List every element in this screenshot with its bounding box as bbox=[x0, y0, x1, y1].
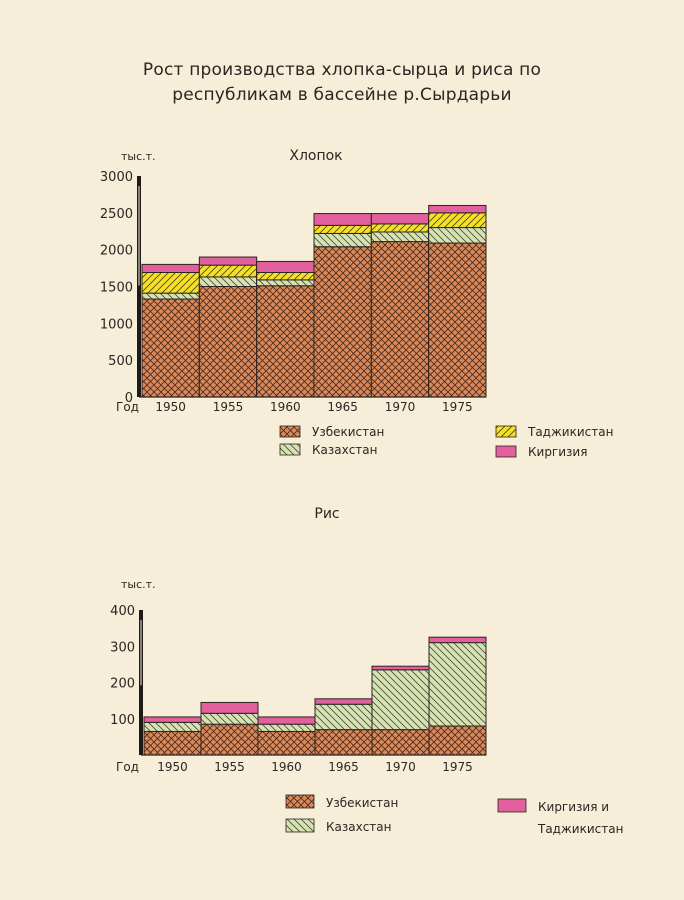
bar-segment-uzbekistan-1970 bbox=[371, 729, 430, 756]
legend-swatch-kazakhstan bbox=[279, 443, 301, 456]
bar-segment-kirgizia_tajikistan-1965 bbox=[314, 698, 373, 705]
y-axis-highlight bbox=[138, 186, 140, 286]
y-axis-unit-label: тыс.т. bbox=[121, 150, 156, 163]
bar-segment-kirgizia-1965 bbox=[313, 213, 372, 226]
bar-segment-kazakhstan-1960 bbox=[256, 279, 315, 287]
x-axis-label: Год bbox=[116, 760, 139, 774]
rice-chart: Рис тыс.т. 100 200 300 400 1950 1955 1960 1965 197… bbox=[110, 506, 623, 836]
bar-segment-kirgizia-1955 bbox=[198, 256, 258, 266]
bar-segment-kirgizia_tajikistan-1975 bbox=[428, 636, 487, 644]
y-tick-label: 1000 bbox=[100, 317, 133, 332]
cotton-chart: Хлопок тыс.т. 0 500 1000 1500 2000 2500 3000 1950… bbox=[100, 148, 614, 459]
bar-segment-kirgizia_tajikistan-1955 bbox=[200, 701, 259, 714]
bar-segment-tajikistan-1955 bbox=[198, 264, 258, 278]
bar-segment-kazakhstan-1955 bbox=[200, 712, 259, 725]
bar-segment-kirgizia_tajikistan-1960 bbox=[257, 716, 316, 725]
legend-swatch-tajikistan bbox=[495, 425, 517, 438]
y-axis-unit-label: тыс.т. bbox=[121, 578, 156, 591]
legend-label-kazakhstan: Казахстан bbox=[312, 443, 378, 457]
legend-swatch-kazakhstan bbox=[285, 818, 315, 833]
bar-segment-uzbekistan-1950 bbox=[141, 298, 200, 398]
y-tick-label: 400 bbox=[110, 604, 135, 619]
x-tick-label: 1975 bbox=[442, 760, 473, 774]
page-title: Рост производства хлопка-сырца и риса по… bbox=[0, 58, 684, 108]
x-tick-label: 1960 bbox=[271, 760, 302, 774]
chart-subtitle: Рис bbox=[314, 506, 339, 522]
bar-segment-uzbekistan-1975 bbox=[428, 242, 487, 398]
x-axis-label: Год bbox=[116, 400, 139, 414]
y-tick-label: 3000 bbox=[100, 170, 133, 185]
bar-segment-uzbekistan-1970 bbox=[370, 241, 430, 398]
bar-segment-kirgizia-1970 bbox=[370, 213, 430, 225]
bar-segment-kazakhstan-1975 bbox=[428, 642, 487, 727]
y-tick-label: 2000 bbox=[100, 244, 133, 259]
bar-segment-uzbekistan-1975 bbox=[428, 725, 487, 756]
legend-swatch-kirgizia_tajikistan bbox=[497, 798, 527, 813]
bar-segment-kirgizia-1950 bbox=[141, 263, 200, 274]
bar-segment-kazakhstan-1950 bbox=[141, 292, 200, 300]
bar-segment-kazakhstan-1975 bbox=[428, 227, 487, 244]
x-tick-label: 1960 bbox=[270, 400, 301, 414]
bar-segment-uzbekistan-1960 bbox=[257, 730, 316, 756]
y-tick-label: 500 bbox=[108, 354, 133, 369]
bar-segment-uzbekistan-1950 bbox=[143, 730, 202, 756]
y-tick-label: 200 bbox=[110, 677, 135, 692]
y-axis-line bbox=[137, 176, 141, 397]
legend-label-kazakhstan: Казахстан bbox=[326, 820, 392, 834]
legend-swatch-kirgizia bbox=[495, 445, 517, 458]
bar-segment-tajikistan-1965 bbox=[313, 224, 372, 234]
legend-swatch-uzbekistan bbox=[279, 425, 301, 438]
y-tick-label: 1500 bbox=[100, 281, 133, 296]
legend-label-kirgizia_tajikistan-line-2: Таджикистан bbox=[537, 822, 623, 836]
bar-segment-kirgizia_tajikistan-1950 bbox=[143, 716, 202, 723]
page-title-line-2: республикам в бассейне р.Сырдарьи bbox=[172, 85, 512, 105]
legend-label-kirgizia_tajikistan: Киргизия и bbox=[538, 800, 609, 814]
y-tick-label: 2500 bbox=[100, 207, 133, 222]
bar-segment-tajikistan-1970 bbox=[370, 223, 430, 233]
y-tick-label: 300 bbox=[110, 640, 135, 655]
legend-swatch-uzbekistan bbox=[285, 794, 315, 809]
bar-segment-kazakhstan-1970 bbox=[370, 231, 430, 243]
x-tick-label: 1965 bbox=[328, 760, 359, 774]
bar-segment-tajikistan-1960 bbox=[256, 272, 315, 281]
bar-segment-uzbekistan-1965 bbox=[313, 246, 372, 398]
bar-segment-tajikistan-1975 bbox=[428, 212, 487, 229]
bar-segment-uzbekistan-1955 bbox=[198, 286, 258, 398]
bar-segment-tajikistan-1950 bbox=[141, 272, 200, 294]
bar-segment-kirgizia-1960 bbox=[256, 260, 315, 274]
legend-label-kirgizia: Киргизия bbox=[528, 445, 587, 459]
x-tick-label: 1955 bbox=[213, 400, 244, 414]
legend-label-uzbekistan: Узбекистан bbox=[312, 425, 384, 439]
x-tick-label: 1955 bbox=[214, 760, 245, 774]
bar-segment-uzbekistan-1955 bbox=[200, 723, 259, 756]
bar-segment-kirgizia-1975 bbox=[428, 204, 487, 214]
bar-segment-kazakhstan-1960 bbox=[257, 723, 316, 732]
bar-segment-kazakhstan-1970 bbox=[371, 669, 430, 731]
bar-segment-uzbekistan-1965 bbox=[314, 729, 373, 756]
y-tick-label: 100 bbox=[110, 713, 135, 728]
bar-segment-kazakhstan-1950 bbox=[143, 721, 202, 732]
bar-segment-uzbekistan-1960 bbox=[256, 285, 315, 398]
x-tick-label: 1950 bbox=[155, 400, 186, 414]
x-tick-label: 1970 bbox=[385, 760, 416, 774]
x-tick-label: 1975 bbox=[442, 400, 473, 414]
y-tick-label: 0 bbox=[125, 391, 133, 406]
bar-segment-kazakhstan-1955 bbox=[198, 276, 258, 288]
y-axis-highlight bbox=[140, 620, 142, 686]
legend-label-uzbekistan: Узбекистан bbox=[326, 796, 398, 810]
legend-label-tajikistan: Таджикистан bbox=[527, 425, 613, 439]
x-tick-label: 1965 bbox=[327, 400, 358, 414]
page-title-line-1: Рост производства хлопка-сырца и риса по bbox=[142, 60, 542, 80]
bar-segment-kirgizia_tajikistan-1970 bbox=[371, 665, 430, 671]
bar-segment-kazakhstan-1965 bbox=[313, 232, 372, 248]
chart-subtitle: Хлопок bbox=[289, 148, 342, 164]
x-tick-label: 1970 bbox=[385, 400, 416, 414]
bar-segment-kazakhstan-1965 bbox=[314, 703, 373, 731]
x-tick-label: 1950 bbox=[157, 760, 188, 774]
